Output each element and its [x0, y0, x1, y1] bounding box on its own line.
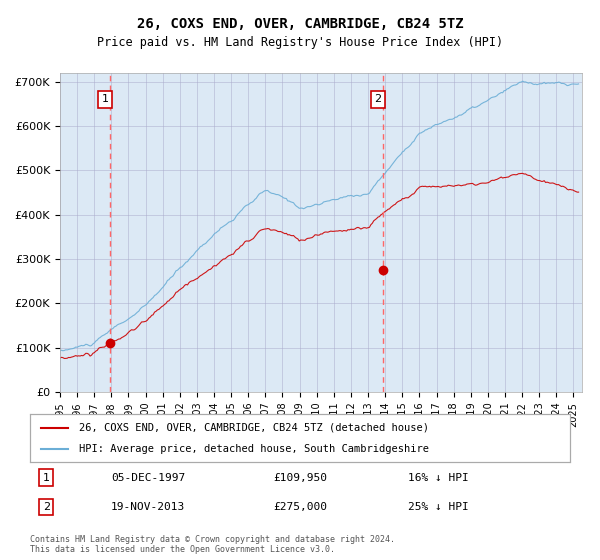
- Text: 05-DEC-1997: 05-DEC-1997: [111, 473, 185, 483]
- Text: £275,000: £275,000: [273, 502, 327, 512]
- Text: Contains HM Land Registry data © Crown copyright and database right 2024.
This d: Contains HM Land Registry data © Crown c…: [30, 535, 395, 554]
- Text: 1: 1: [101, 95, 109, 104]
- Text: £109,950: £109,950: [273, 473, 327, 483]
- Text: 1: 1: [43, 473, 50, 483]
- Text: 16% ↓ HPI: 16% ↓ HPI: [408, 473, 469, 483]
- Text: HPI: Average price, detached house, South Cambridgeshire: HPI: Average price, detached house, Sout…: [79, 444, 428, 454]
- Text: 2: 2: [43, 502, 50, 512]
- Text: 19-NOV-2013: 19-NOV-2013: [111, 502, 185, 512]
- Text: 26, COXS END, OVER, CAMBRIDGE, CB24 5TZ (detached house): 26, COXS END, OVER, CAMBRIDGE, CB24 5TZ …: [79, 423, 428, 433]
- Text: Price paid vs. HM Land Registry's House Price Index (HPI): Price paid vs. HM Land Registry's House …: [97, 36, 503, 49]
- Text: 25% ↓ HPI: 25% ↓ HPI: [408, 502, 469, 512]
- Text: 26, COXS END, OVER, CAMBRIDGE, CB24 5TZ: 26, COXS END, OVER, CAMBRIDGE, CB24 5TZ: [137, 17, 463, 31]
- Text: 2: 2: [374, 95, 382, 104]
